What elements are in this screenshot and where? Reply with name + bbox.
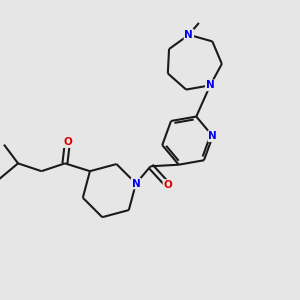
Text: N: N [184, 30, 193, 40]
Text: O: O [63, 137, 72, 147]
Text: N: N [206, 80, 214, 90]
Text: O: O [164, 180, 172, 190]
Text: N: N [208, 131, 217, 141]
Text: N: N [132, 178, 140, 188]
